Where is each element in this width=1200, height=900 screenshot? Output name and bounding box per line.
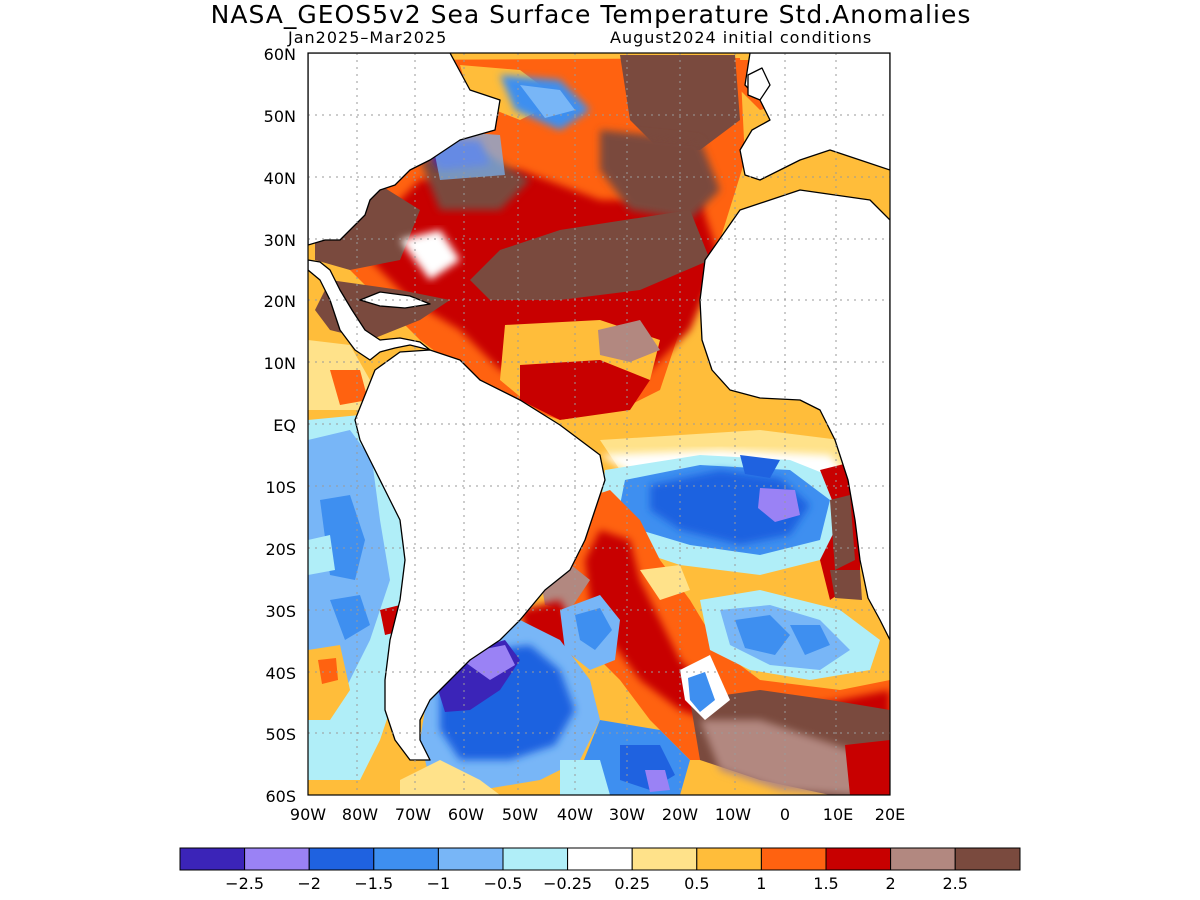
colorbar-swatch	[760, 847, 827, 871]
colorbar-label: −1.5	[354, 874, 393, 893]
lon-label: 30W	[609, 805, 645, 824]
angola-cool-pool	[600, 455, 862, 600]
africa	[699, 189, 890, 641]
central-america	[308, 259, 431, 361]
colorbar-label: 2	[886, 874, 896, 893]
lat-label: 40S	[265, 664, 296, 683]
colorbar-label: 0.5	[684, 874, 709, 893]
lon-label: 80W	[342, 805, 378, 824]
lon-label: 40W	[557, 805, 593, 824]
colorbar-label: −0.5	[484, 874, 523, 893]
british-isles	[747, 67, 771, 101]
colorbar-swatch	[373, 847, 439, 871]
colorbar-label: −2.5	[225, 874, 264, 893]
grid-lines	[308, 53, 890, 795]
latitude-labels: 60N 50N 40N 30N 20N 10N EQ 10S 20S 30S 4…	[264, 45, 296, 806]
colorbar-swatch	[567, 847, 633, 871]
lat-label: 60S	[265, 787, 296, 806]
colorbar-swatch	[825, 847, 892, 871]
colorbar-swatch	[244, 847, 310, 871]
colorbar-label: −1	[427, 874, 451, 893]
lat-label: 20S	[265, 540, 296, 559]
colorbar	[179, 847, 1021, 871]
colorbar-label: −0.25	[543, 874, 592, 893]
lat-label: 30S	[265, 602, 296, 621]
mid-south-cool-patches	[560, 565, 880, 680]
map-title: NASA_GEOS5v2 Sea Surface Temperature Std…	[210, 0, 972, 29]
colorbar-swatch	[696, 847, 762, 871]
colorbar-label: −2	[297, 874, 321, 893]
land-masses	[308, 53, 890, 761]
north-america	[308, 53, 501, 246]
lat-label: EQ	[273, 416, 296, 435]
colorbar-labels: −2.5 −2 −1.5 −1 −0.5 −0.25 0.25 0.5 1 1.…	[225, 874, 968, 893]
colorbar-label: 0.25	[614, 874, 650, 893]
colorbar-swatch	[954, 847, 1021, 871]
anomaly-field	[308, 53, 890, 795]
colorbar-label: 1	[756, 874, 766, 893]
initial-conditions: August2024 initial conditions	[610, 28, 873, 47]
lat-label: 30N	[264, 231, 296, 250]
colorbar-swatch	[308, 847, 375, 871]
lon-label: 10W	[715, 805, 751, 824]
map-frame	[307, 52, 891, 796]
lon-label: 50W	[502, 805, 538, 824]
colorbar-label: 2.5	[942, 874, 967, 893]
forecast-period: Jan2025–Mar2025	[288, 28, 448, 47]
colorbar-label: 1.5	[813, 874, 838, 893]
lon-label: 90W	[290, 805, 326, 824]
lat-label: 50N	[264, 107, 296, 126]
europe	[739, 53, 890, 181]
lat-label: 10S	[265, 478, 296, 497]
colorbar-swatch	[631, 847, 698, 871]
longitude-labels: 90W 80W 70W 60W 50W 40W 30W 20W 10W 0 10…	[290, 805, 905, 824]
lat-label: 60N	[264, 45, 296, 64]
lat-label: 20N	[264, 292, 296, 311]
lon-label: 20W	[662, 805, 698, 824]
lat-label: 50S	[265, 725, 296, 744]
lat-label: 10N	[264, 354, 296, 373]
lat-label: 40N	[264, 169, 296, 188]
lon-label: 60W	[448, 805, 484, 824]
colorbar-swatch	[179, 847, 246, 871]
lon-label: 10E	[823, 805, 853, 824]
caribbean-cuba	[359, 291, 431, 309]
lon-label: 70W	[395, 805, 431, 824]
lon-label: 20E	[875, 805, 905, 824]
colorbar-swatch	[890, 847, 956, 871]
colorbar-swatch	[502, 847, 569, 871]
south-america	[354, 349, 606, 761]
colorbar-swatch	[437, 847, 504, 871]
lon-label: 0	[780, 805, 790, 824]
